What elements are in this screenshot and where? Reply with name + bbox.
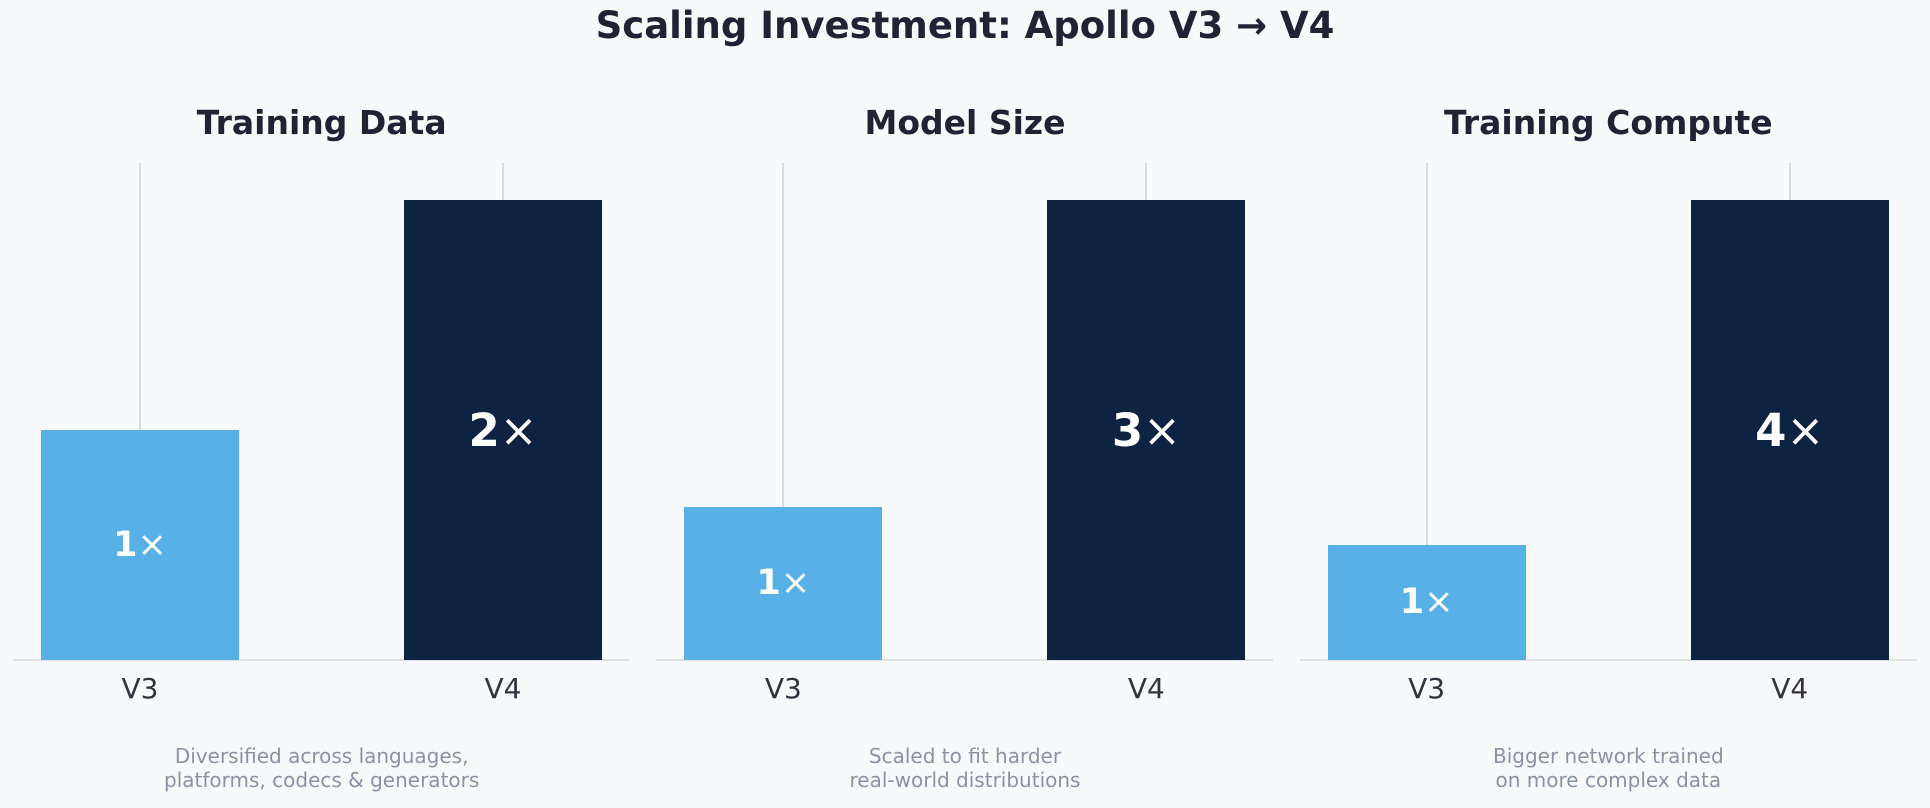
footnote-line: platforms, codecs & generators — [164, 768, 480, 792]
x-tick-label: V4 — [1771, 672, 1809, 705]
footnote-line: Bigger network trained — [1492, 744, 1724, 768]
panel-training-compute: Training Compute 1× V3 4× V4 Bigger network… — [1287, 0, 1930, 808]
x-tick-label: V3 — [764, 672, 802, 705]
panel-title: Training Data — [196, 103, 447, 142]
bar-v4: 4× — [1690, 200, 1889, 660]
panel-footnote: Bigger network trained on more complex d… — [1287, 744, 1930, 792]
x-axis-baseline — [13, 659, 630, 661]
bar-value-label: 1× — [756, 562, 811, 603]
vertical-gridline — [1425, 163, 1428, 660]
bar-v4: 3× — [1047, 200, 1246, 660]
panel-title: Model Size — [864, 103, 1066, 142]
x-axis-baseline — [656, 659, 1274, 661]
x-tick-label: V3 — [1408, 672, 1446, 705]
times-sign: × — [1786, 403, 1825, 457]
x-tick-label: V4 — [484, 672, 522, 705]
times-sign: × — [1424, 582, 1454, 622]
bar-plot: 1× V3 3× V4 — [643, 0, 1286, 808]
x-tick-label: V4 — [1127, 672, 1165, 705]
footnote-line: Diversified across languages, — [174, 744, 469, 768]
footnote-line: real-world distributions — [849, 768, 1081, 792]
times-sign: × — [137, 524, 167, 565]
bar-plot: 1× V3 4× V4 — [1287, 0, 1930, 808]
bar-v3: 1× — [684, 506, 883, 660]
bar-value-label: 4× — [1755, 403, 1825, 457]
panel-training-data: Training Data 1× V3 2× V4 Diversified acros… — [0, 0, 643, 808]
panel-footnote: Diversified across languages, platforms,… — [0, 744, 643, 792]
bar-v3: 1× — [40, 430, 239, 660]
x-axis-baseline — [1299, 659, 1917, 661]
bar-value-label: 1× — [113, 524, 167, 565]
times-sign: × — [1143, 403, 1181, 457]
vertical-gridline — [138, 163, 141, 660]
bar-v4: 2× — [403, 200, 603, 660]
panel-footnote: Scaled to fit harder real-world distribu… — [643, 744, 1286, 792]
figure-title: Scaling Investment: Apollo V3 → V4 — [595, 4, 1335, 47]
bar-value-label: 1× — [1399, 582, 1454, 622]
footnote-line: on more complex data — [1495, 768, 1722, 792]
bar-value-label: 3× — [1111, 403, 1181, 457]
x-tick-label: V3 — [121, 672, 159, 705]
panel-title: Training Compute — [1443, 103, 1773, 142]
panel-model-size: Model Size 1× V3 3× V4 Scaled to fit harder… — [643, 0, 1286, 808]
times-sign: × — [499, 403, 538, 457]
vertical-gridline — [782, 163, 785, 660]
times-sign: × — [780, 562, 811, 603]
bar-v3: 1× — [1327, 545, 1526, 660]
bar-value-label: 2× — [468, 403, 538, 457]
footnote-line: Scaled to fit harder — [868, 744, 1062, 768]
bar-plot: 1× V3 2× V4 — [0, 0, 643, 808]
